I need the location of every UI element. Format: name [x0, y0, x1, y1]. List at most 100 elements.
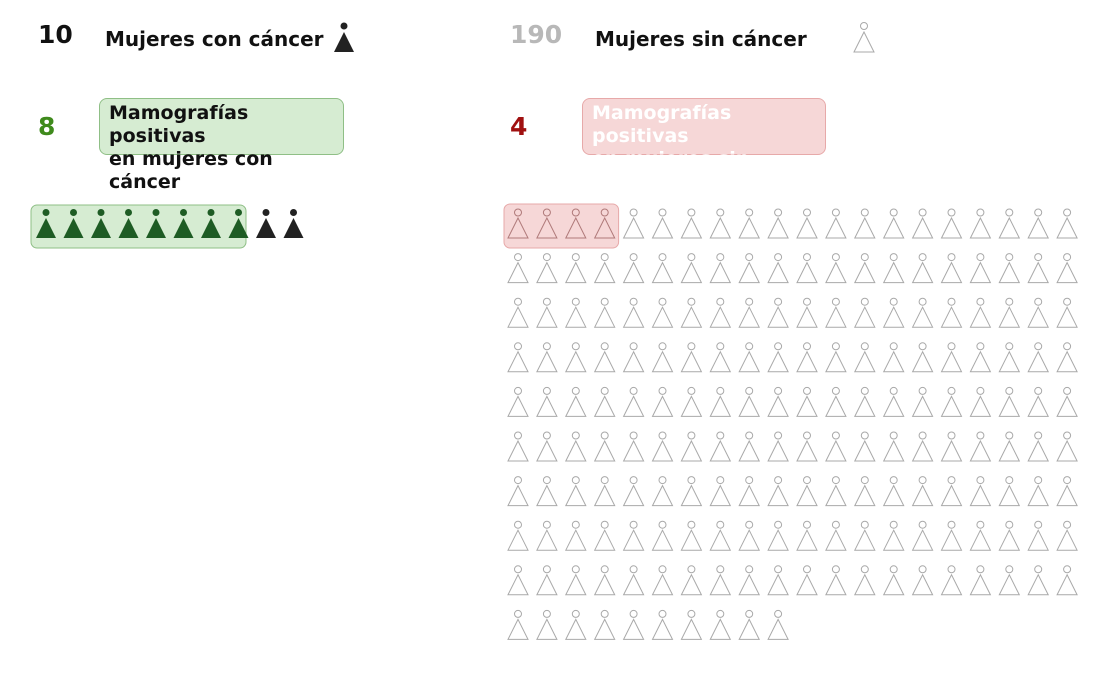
no-cancer-negative-figure-icon — [998, 476, 1021, 507]
no-cancer-negative-figure-icon — [536, 342, 558, 373]
no-cancer-negative-figure-icon — [622, 565, 645, 596]
no-cancer-negative-figure-icon — [796, 208, 818, 239]
no-cancer-negative-figure-icon — [709, 297, 732, 328]
no-cancer-negative-figure-icon — [882, 386, 905, 417]
no-cancer-negative-figure-icon — [1027, 253, 1050, 284]
no-cancer-negative-figure-icon — [796, 476, 818, 507]
no-cancer-negative-figure-icon — [593, 386, 616, 417]
no-cancer-negative-figure-icon — [825, 386, 847, 417]
no-cancer-negative-figure-icon — [796, 253, 818, 284]
no-cancer-negative-figure-icon — [853, 253, 876, 284]
no-cancer-negative-figure-icon — [709, 342, 732, 373]
no-cancer-negative-figure-icon — [998, 565, 1021, 596]
no-cancer-negative-figure-icon — [998, 431, 1021, 462]
no-cancer-negative-figure-icon — [969, 476, 992, 507]
no-cancer-negative-figure-icon — [709, 520, 732, 551]
no-cancer-negative-figure-icon — [796, 386, 818, 417]
no-cancer-negative-figure-icon — [564, 476, 587, 507]
no-cancer-negative-figure-icon — [651, 386, 674, 417]
no-cancer-negative-figure-icon — [1027, 208, 1050, 239]
cancer-count: 10 — [38, 20, 73, 49]
no-cancer-negative-figure-icon — [622, 431, 645, 462]
no-cancer-negative-figure-icon — [911, 208, 934, 239]
no-cancer-label: Mujeres sin cáncer — [595, 27, 807, 51]
no-cancer-negative-figure-icon — [680, 520, 703, 551]
no-cancer-negative-figure-icon — [882, 520, 905, 551]
no-cancer-negative-figure-icon — [911, 342, 934, 373]
no-cancer-negative-figure-icon — [593, 609, 616, 640]
no-cancer-negative-figure-icon — [825, 253, 847, 284]
no-cancer-negative-figure-icon — [911, 431, 934, 462]
no-cancer-negative-figure-icon — [969, 565, 992, 596]
no-cancer-positives-count: 4 — [510, 112, 528, 141]
no-cancer-negative-figure-icon — [1027, 342, 1050, 373]
no-cancer-negative-figure-icon — [680, 253, 703, 284]
no-cancer-negative-figure-icon — [738, 208, 761, 239]
woman-figure-filled-icon — [334, 22, 354, 52]
no-cancer-negative-figure-icon — [853, 386, 876, 417]
no-cancer-negative-figure-icon — [507, 253, 529, 284]
no-cancer-negative-figure-icon — [738, 431, 761, 462]
no-cancer-negative-figure-icon — [767, 609, 789, 640]
no-cancer-negative-figure-icon — [767, 297, 789, 328]
no-cancer-negative-figure-icon — [882, 476, 905, 507]
no-cancer-negative-figure-icon — [882, 565, 905, 596]
no-cancer-negative-figure-icon — [507, 431, 529, 462]
no-cancer-negative-figure-icon — [911, 520, 934, 551]
no-cancer-negative-figure-icon — [796, 520, 818, 551]
no-cancer-negative-figure-icon — [853, 476, 876, 507]
no-cancer-negative-figure-icon — [738, 609, 761, 640]
no-cancer-negative-figure-icon — [825, 297, 847, 328]
no-cancer-negative-figure-icon — [709, 431, 732, 462]
no-cancer-negative-figure-icon — [507, 386, 529, 417]
no-cancer-negative-figure-icon — [796, 565, 818, 596]
no-cancer-negative-figure-icon — [651, 431, 674, 462]
no-cancer-negative-figure-icon — [507, 609, 529, 640]
no-cancer-negative-figure-icon — [564, 253, 587, 284]
no-cancer-negative-figure-icon — [853, 565, 876, 596]
no-cancer-negative-figure-icon — [536, 476, 558, 507]
no-cancer-negative-figure-icon — [622, 253, 645, 284]
no-cancer-negative-figure-icon — [536, 520, 558, 551]
no-cancer-negative-figure-icon — [536, 253, 558, 284]
no-cancer-negative-figure-icon — [1027, 431, 1050, 462]
no-cancer-negative-figure-icon — [767, 386, 789, 417]
no-cancer-negative-figure-icon — [709, 565, 732, 596]
no-cancer-negative-figure-icon — [680, 208, 703, 239]
no-cancer-negative-figure-icon — [969, 342, 992, 373]
cancer-positive-figure-icon — [36, 209, 56, 238]
no-cancer-negative-figure-icon — [853, 208, 876, 239]
no-cancer-negative-figure-icon — [1056, 253, 1078, 284]
no-cancer-count: 190 — [510, 20, 563, 49]
no-cancer-negative-figure-icon — [564, 609, 587, 640]
no-cancer-negative-figure-icon — [853, 297, 876, 328]
no-cancer-negative-figure-icon — [796, 342, 818, 373]
cancer-positives-count: 8 — [38, 112, 56, 141]
no-cancer-negative-figure-icon — [680, 476, 703, 507]
no-cancer-negative-figure-icon — [564, 386, 587, 417]
no-cancer-negative-figure-icon — [825, 476, 847, 507]
cancer-positive-figure-icon — [63, 209, 84, 238]
no-cancer-negative-figure-icon — [593, 297, 616, 328]
no-cancer-negative-figure-icon — [767, 476, 789, 507]
no-cancer-negative-figure-icon — [911, 253, 934, 284]
no-cancer-positives-box: Mamografías positivas en mujeres sin cán… — [582, 98, 826, 193]
no-cancer-negative-figure-icon — [940, 520, 963, 551]
no-cancer-negative-figure-icon — [507, 476, 529, 507]
no-cancer-negative-figure-icon — [853, 520, 876, 551]
no-cancer-negative-figure-icon — [882, 297, 905, 328]
no-cancer-negative-figure-icon — [651, 297, 674, 328]
no-cancer-positives-label-line1: Mamografías positivas — [592, 102, 732, 147]
no-cancer-negative-figure-icon — [998, 520, 1021, 551]
no-cancer-negative-figure-icon — [622, 297, 645, 328]
no-cancer-negative-figure-icon — [622, 208, 645, 239]
no-cancer-negative-figure-icon — [593, 476, 616, 507]
no-cancer-negative-figure-icon — [998, 342, 1021, 373]
no-cancer-negative-figure-icon — [853, 431, 876, 462]
no-cancer-negative-figure-icon — [1027, 386, 1050, 417]
no-cancer-negative-figure-icon — [651, 609, 674, 640]
no-cancer-negative-figure-icon — [651, 565, 674, 596]
no-cancer-negative-figure-icon — [825, 431, 847, 462]
no-cancer-negative-figure-icon — [1056, 565, 1078, 596]
no-cancer-negative-figure-icon — [593, 431, 616, 462]
